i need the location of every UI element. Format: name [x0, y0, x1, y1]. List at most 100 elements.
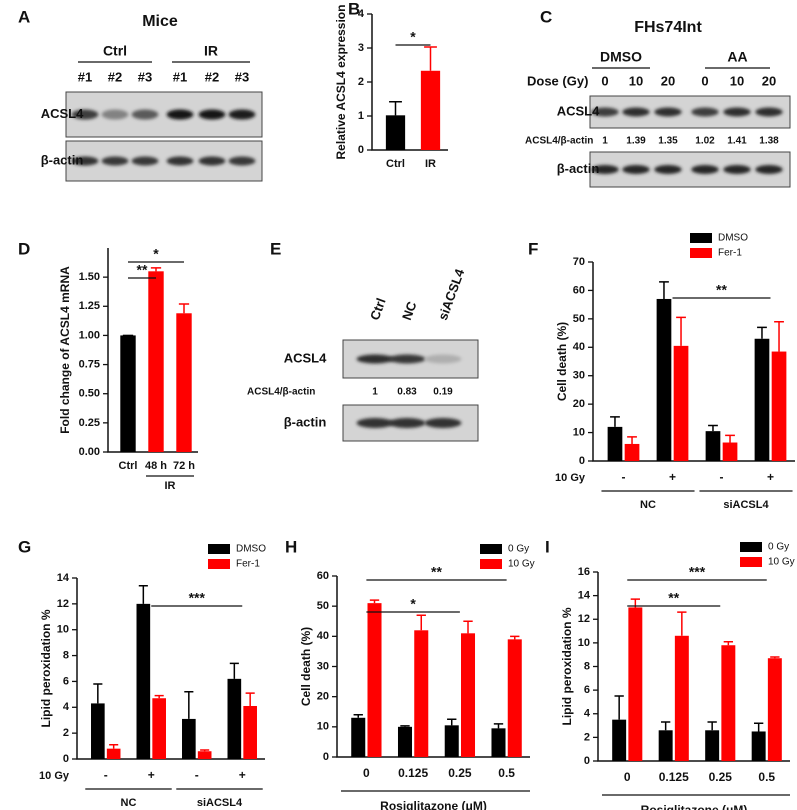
- error-bar: [138, 585, 148, 604]
- error-bar: [725, 434, 735, 443]
- lane-label: #1: [173, 69, 187, 84]
- bar: [176, 313, 192, 452]
- panel-letter: B: [348, 0, 360, 18]
- lane-label: 0: [601, 73, 608, 88]
- row-label: β-actin: [41, 152, 84, 167]
- x-tick-label: -: [104, 768, 108, 782]
- blot-band: [198, 156, 226, 166]
- row-label: β-actin: [284, 414, 327, 429]
- x-tick-label: +: [669, 470, 676, 484]
- error-bar: [184, 691, 194, 719]
- y-tick-label: 1.00: [79, 329, 100, 341]
- y-tick-label: 16: [578, 566, 590, 578]
- row-label: ACSL4: [41, 106, 84, 121]
- bar: [628, 607, 643, 761]
- legend-label: 0 Gy: [768, 542, 789, 553]
- error-bar: [707, 721, 717, 731]
- y-tick-label: 8: [63, 649, 69, 661]
- lane-label: #2: [108, 69, 122, 84]
- row-label: β-actin: [557, 161, 600, 176]
- y-tick-label: 1.50: [79, 271, 100, 283]
- x-tick-label: 0.25: [709, 770, 733, 784]
- bar: [197, 751, 212, 759]
- y-tick-label: 70: [573, 256, 585, 268]
- legend-swatch: [740, 557, 762, 567]
- y-tick-label: 0: [63, 753, 69, 765]
- y-tick-label: 1.25: [79, 300, 100, 312]
- error-bar: [447, 718, 457, 726]
- blot-band: [654, 107, 682, 117]
- lane-label: 0: [701, 73, 708, 88]
- significance-label: **: [431, 564, 442, 580]
- error-bar: [493, 723, 504, 729]
- y-axis-label: Fold change of ACSL4 mRNA: [58, 266, 72, 434]
- y-tick-label: 0.25: [79, 417, 100, 429]
- ratio-value: 1: [372, 387, 378, 398]
- blot-band: [622, 165, 650, 174]
- bar: [771, 351, 787, 461]
- error-bar: [109, 744, 119, 749]
- group-label: DMSO: [600, 49, 642, 65]
- blot-band: [101, 109, 129, 120]
- error-bar: [93, 683, 103, 704]
- y-tick-label: 50: [317, 600, 329, 612]
- blot-band: [101, 156, 129, 166]
- legend-label: DMSO: [236, 544, 266, 555]
- bar: [491, 728, 506, 757]
- panel-letter: A: [18, 7, 30, 26]
- ratio-value: 0.19: [433, 387, 453, 398]
- bar: [460, 633, 476, 757]
- ratio-value: 1.39: [626, 136, 646, 147]
- panel-letter: H: [285, 537, 297, 556]
- ratio-value: 1.35: [658, 136, 678, 147]
- bar: [656, 298, 672, 461]
- blot-band: [591, 165, 619, 174]
- y-tick-label: 40: [573, 341, 585, 353]
- legend-swatch: [740, 542, 762, 552]
- bar: [351, 717, 366, 757]
- ratio-label: ACSL4/β-actin: [525, 136, 593, 147]
- panel-letter: C: [540, 7, 552, 26]
- group-label: NC: [640, 499, 656, 511]
- x-tick-label: -: [195, 768, 199, 782]
- y-tick-label: 20: [573, 398, 585, 410]
- bar: [120, 335, 136, 452]
- significance-label: **: [716, 282, 727, 298]
- y-tick-label: 40: [317, 630, 329, 642]
- error-bar: [369, 599, 380, 604]
- y-tick-label: 10: [57, 624, 69, 636]
- bar: [751, 731, 766, 761]
- y-tick-label: 10: [317, 721, 329, 733]
- blot-band: [654, 165, 682, 174]
- blot-band: [356, 354, 394, 364]
- bar: [106, 748, 121, 759]
- x-tick-label: 0.5: [498, 766, 515, 780]
- x-tick-label: 0: [363, 766, 370, 780]
- bar: [91, 703, 105, 759]
- y-tick-label: 0.75: [79, 358, 100, 370]
- blot-band: [424, 418, 462, 428]
- row-label: 10 Gy: [39, 770, 70, 782]
- group-label: AA: [727, 49, 747, 65]
- y-tick-label: 8: [584, 660, 590, 672]
- lane-label: #3: [235, 69, 249, 84]
- blot-band: [723, 107, 751, 117]
- blot-title: Mice: [142, 13, 178, 30]
- blot-band: [388, 418, 426, 428]
- blot-band: [71, 109, 99, 120]
- y-tick-label: 0: [579, 455, 585, 467]
- x-tick-label: -: [720, 470, 724, 484]
- y-axis-label: Relative ACSL4 expression: [334, 5, 348, 160]
- y-tick-label: 30: [573, 370, 585, 382]
- legend-label: Fer-1: [718, 248, 742, 259]
- error-bar: [178, 303, 190, 314]
- y-axis-label: Cell death (%): [299, 627, 313, 706]
- legend-swatch: [208, 544, 230, 554]
- y-axis-label: Cell death (%): [555, 322, 569, 401]
- group-label: IR: [165, 480, 176, 492]
- row-label: 10 Gy: [555, 472, 586, 484]
- error-bar: [770, 656, 780, 659]
- bar: [754, 338, 770, 461]
- blot-band: [622, 107, 650, 117]
- legend-swatch: [690, 248, 712, 258]
